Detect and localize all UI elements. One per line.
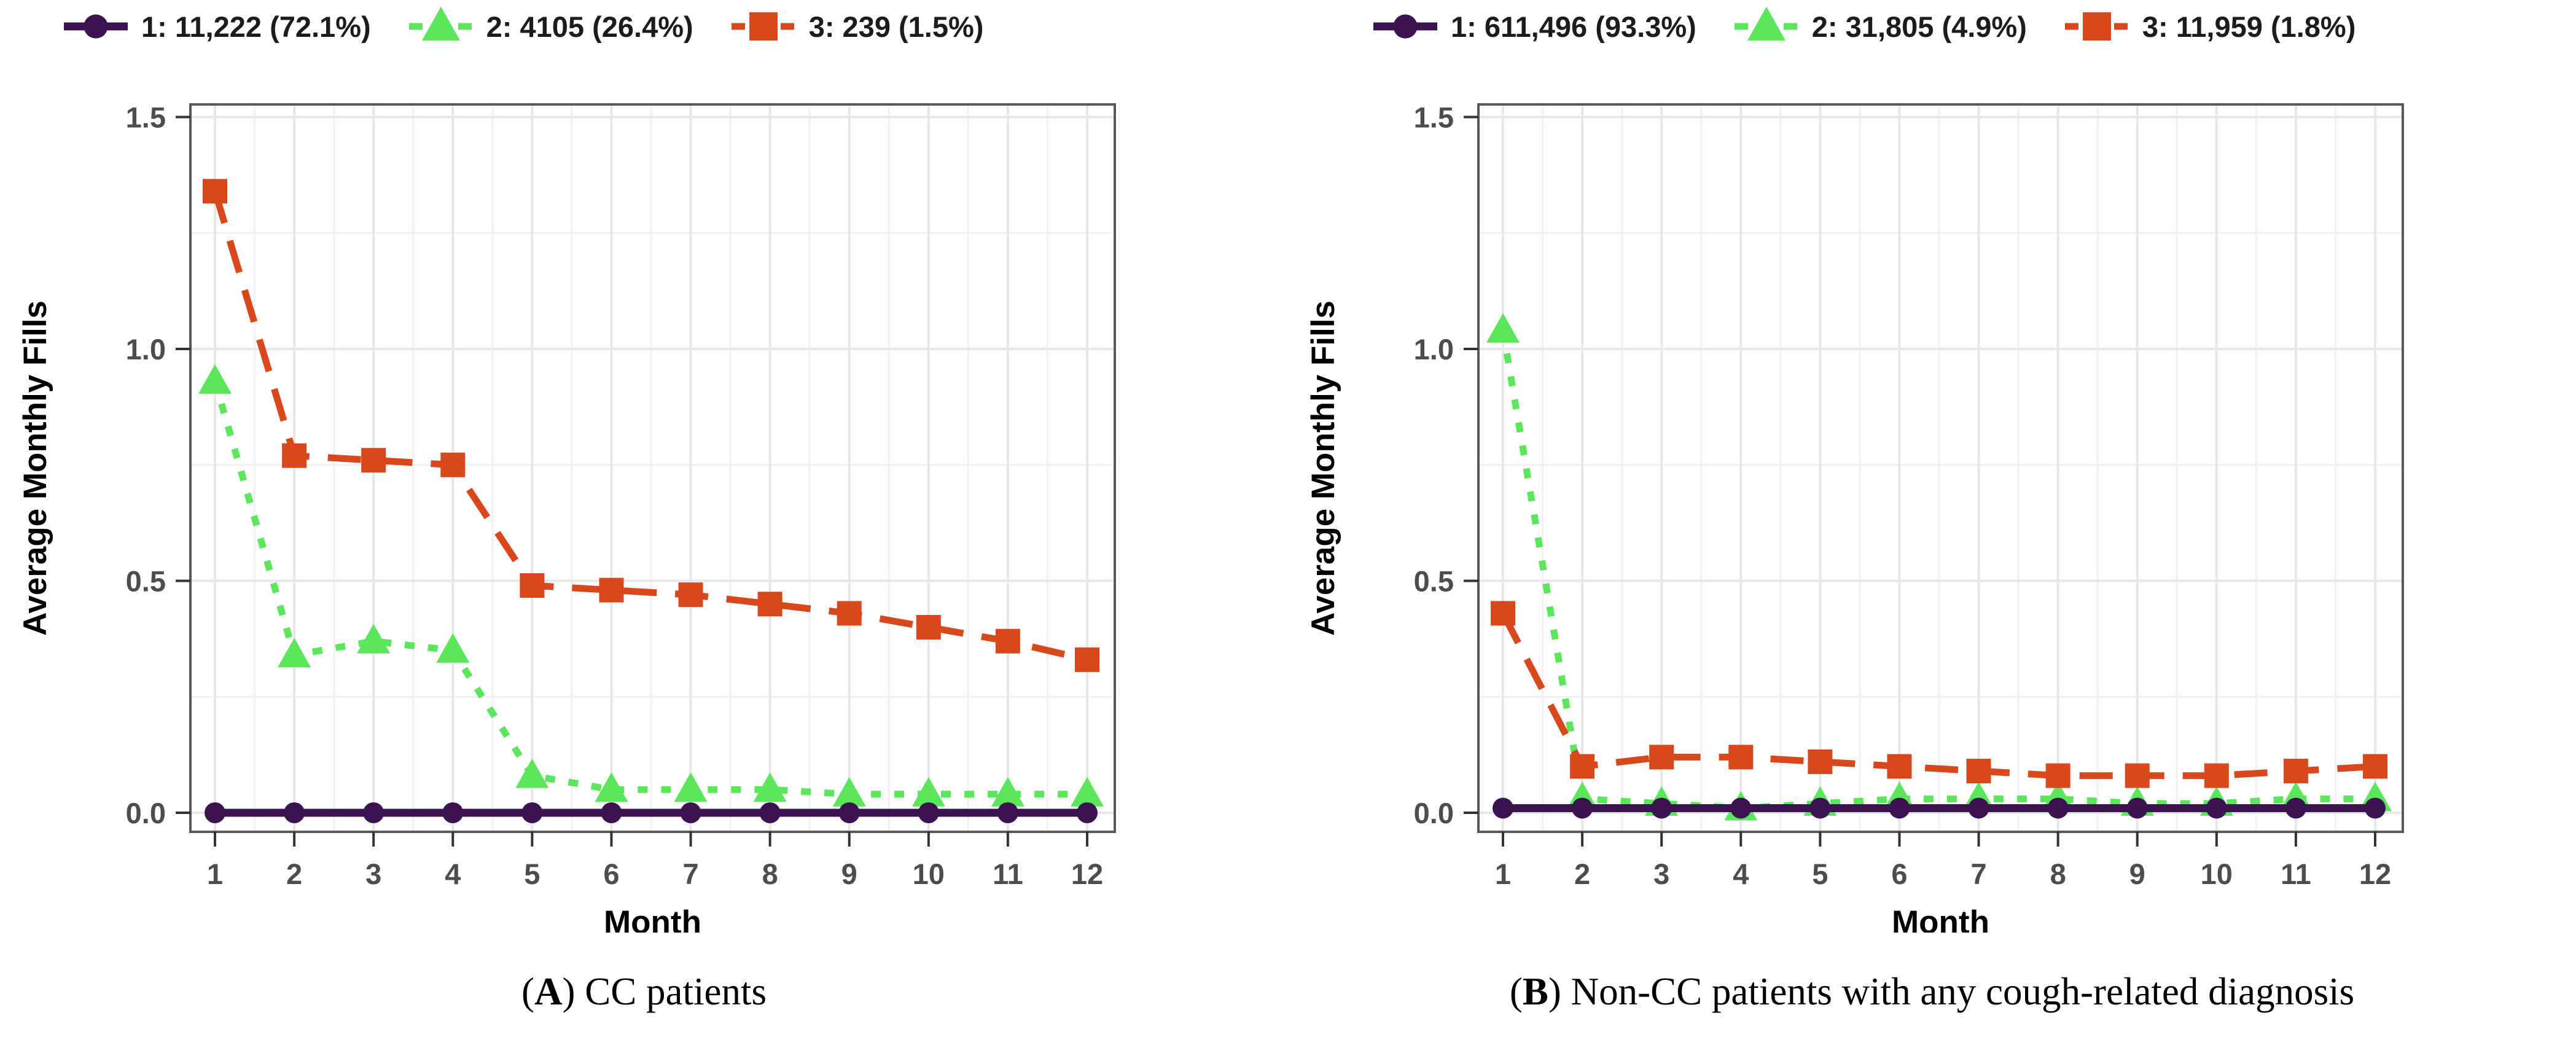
svg-text:11: 11	[2281, 858, 2311, 890]
svg-text:9: 9	[2129, 858, 2145, 890]
svg-text:2: 2	[286, 858, 302, 890]
legend-item-series1: 1: 611,496 (93.3%)	[1371, 5, 1696, 48]
svg-text:11: 11	[993, 858, 1023, 890]
legend-label-series1: 1: 611,496 (93.3%)	[1451, 10, 1696, 43]
legend-marker-circle-icon	[1371, 5, 1440, 48]
svg-text:10: 10	[2201, 858, 2233, 890]
svg-text:1.0: 1.0	[1414, 333, 1454, 366]
legend-label-series2: 2: 31,805 (4.9%)	[1811, 10, 2027, 43]
svg-text:0.5: 0.5	[126, 565, 166, 598]
svg-text:5: 5	[1812, 858, 1828, 890]
svg-text:1.0: 1.0	[126, 333, 166, 366]
legend-marker-square-icon	[2063, 5, 2131, 48]
svg-text:5: 5	[524, 858, 540, 890]
caption-letter-a: A	[534, 970, 563, 1013]
svg-text:12: 12	[1071, 858, 1103, 890]
caption-letter-b: B	[1522, 970, 1548, 1013]
svg-text:0.0: 0.0	[1414, 797, 1454, 829]
svg-text:8: 8	[2050, 858, 2066, 890]
legend-label-series3: 3: 11,959 (1.8%)	[2142, 10, 2356, 43]
svg-text:Month: Month	[604, 904, 701, 933]
legend-item-series3: 3: 11,959 (1.8%)	[2063, 5, 2356, 48]
svg-text:3: 3	[1653, 858, 1669, 890]
legend-item-series3: 3: 239 (1.5%)	[729, 5, 984, 48]
legend-panel-b: 1: 611,496 (93.3%) 2: 31,805 (4.9%) 3: 1…	[1371, 5, 2355, 48]
svg-text:Average Monthly Fills: Average Monthly Fills	[1305, 300, 1341, 636]
svg-text:Month: Month	[1892, 904, 1989, 933]
svg-text:3: 3	[365, 858, 381, 890]
svg-text:9: 9	[841, 858, 857, 890]
legend-label-series3: 3: 239 (1.5%)	[808, 10, 984, 43]
svg-text:2: 2	[1574, 858, 1590, 890]
svg-text:7: 7	[1970, 858, 1986, 890]
svg-text:0.5: 0.5	[1414, 565, 1454, 598]
legend-marker-triangle-icon	[407, 5, 475, 48]
svg-text:12: 12	[2359, 858, 2391, 890]
panel-a: 1: 11,222 (72.1%) 2: 4105 (26.4%) 3: 239…	[17, 5, 1116, 1013]
svg-text:4: 4	[1733, 858, 1749, 890]
svg-text:6: 6	[1891, 858, 1907, 890]
legend-item-series2: 2: 4105 (26.4%)	[407, 5, 693, 48]
legend-item-series2: 2: 31,805 (4.9%)	[1732, 5, 2027, 48]
svg-text:1: 1	[1495, 858, 1511, 890]
legend-label-series2: 2: 4105 (26.4%)	[486, 10, 693, 43]
svg-text:4: 4	[445, 858, 461, 890]
svg-text:6: 6	[603, 858, 619, 890]
panel-b: 1: 611,496 (93.3%) 2: 31,805 (4.9%) 3: 1…	[1288, 0, 2576, 1045]
svg-text:1: 1	[207, 858, 223, 890]
svg-text:0.0: 0.0	[126, 797, 166, 829]
svg-text:Average Monthly Fills: Average Monthly Fills	[17, 300, 53, 636]
caption-panel-a: (A) CC patients	[521, 970, 767, 1013]
legend-item-series1: 1: 11,222 (72.1%)	[61, 5, 371, 48]
svg-text:8: 8	[762, 858, 778, 890]
svg-text:1.5: 1.5	[1414, 101, 1454, 134]
svg-text:10: 10	[913, 858, 945, 890]
svg-text:7: 7	[682, 858, 698, 890]
legend-label-series1: 1: 11,222 (72.1%)	[141, 10, 371, 43]
line-chart-non-cc-patients: 0.00.51.01.51 2 3 4 5 6 7 8 9 10 11 12MonthAverage …	[1305, 101, 2404, 933]
svg-text:1.5: 1.5	[126, 101, 166, 134]
legend-panel-a: 1: 11,222 (72.1%) 2: 4105 (26.4%) 3: 239…	[61, 5, 983, 48]
caption-panel-b: (B) Non-CC patients with any cough-relat…	[1509, 970, 2355, 1013]
legend-marker-circle-icon	[61, 5, 130, 48]
legend-marker-square-icon	[729, 5, 798, 48]
line-chart-cc-patients: 0.00.51.01.51 2 3 4 5 6 7 8 9 10 11 12MonthAverage …	[17, 101, 1116, 933]
legend-marker-triangle-icon	[1732, 5, 1801, 48]
